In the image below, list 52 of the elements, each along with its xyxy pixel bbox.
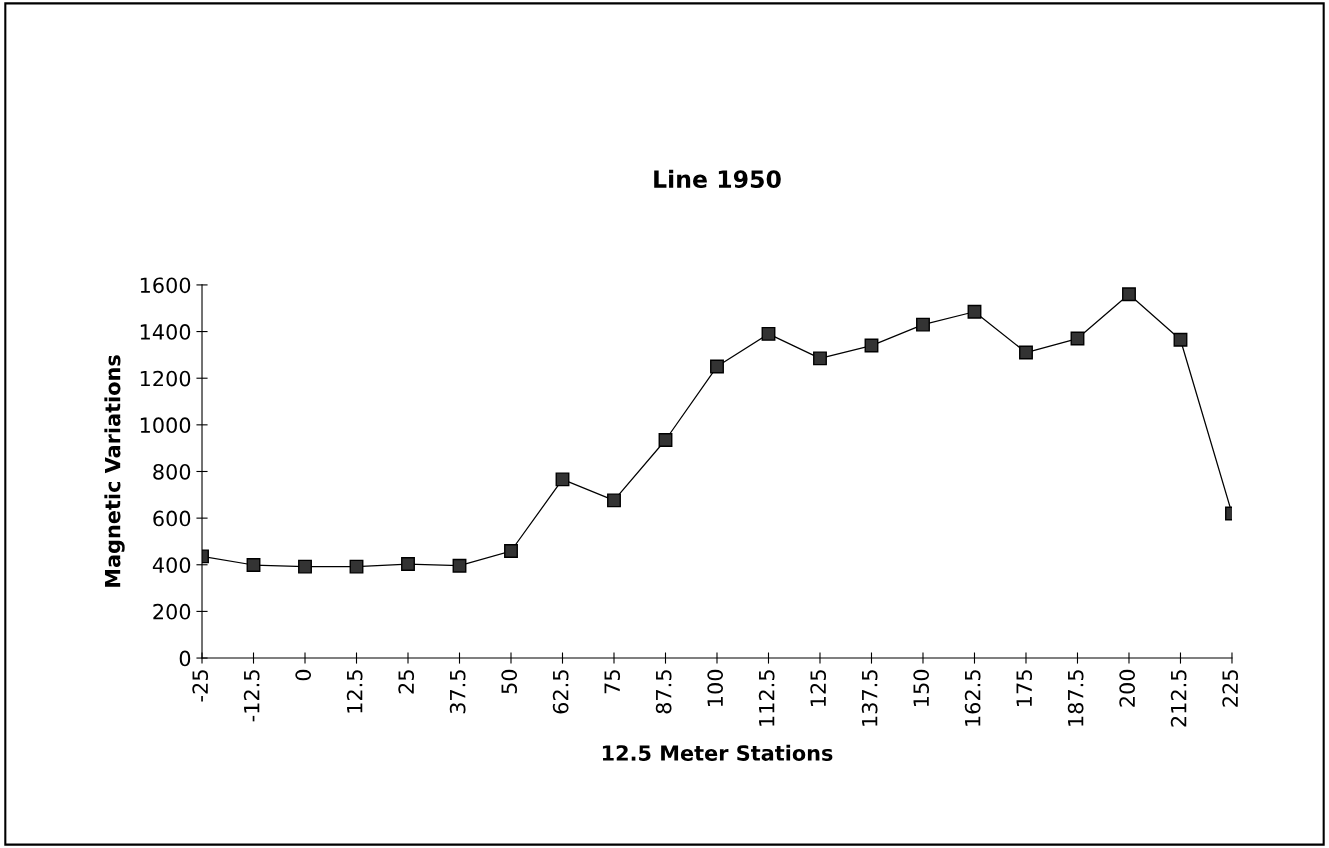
y-tick-label: 800 xyxy=(153,463,191,480)
point xyxy=(658,433,673,447)
y-tick-label: 1400 xyxy=(140,324,191,340)
x-tick-label: 225 xyxy=(1222,670,1239,707)
x-tick-label: 37.5 xyxy=(449,670,466,714)
point xyxy=(916,317,930,332)
y-tick-label: 0 xyxy=(179,650,191,667)
y-tick-label: 600 xyxy=(153,510,191,527)
point xyxy=(1019,345,1033,360)
y-tick-label: 1200 xyxy=(140,370,191,387)
x-tick-label: 200 xyxy=(1119,669,1136,707)
chart-title: Line 1950 xyxy=(654,169,781,189)
point xyxy=(1122,287,1136,302)
x-tick-label: -12.5 xyxy=(243,670,260,722)
x-tick-label: 50 xyxy=(501,669,518,694)
point xyxy=(246,558,261,572)
x-tick-label: 87.5 xyxy=(655,670,672,714)
point xyxy=(452,558,467,573)
point xyxy=(813,351,827,366)
point xyxy=(298,559,312,574)
y-tick-label: 400 xyxy=(152,557,191,573)
x-tick-label: 162.5 xyxy=(964,670,981,726)
y-tick-label: 1600 xyxy=(140,277,191,294)
x-tick-label: 12.5 xyxy=(346,670,363,713)
x-tick-label: 137.5 xyxy=(861,670,878,726)
x-tick-label: 0 xyxy=(295,669,312,681)
point xyxy=(864,338,879,353)
y-tick-label: 1000 xyxy=(140,417,191,434)
x-tick-label: 150 xyxy=(913,669,930,706)
x-tick-label: 175 xyxy=(1016,670,1033,706)
point xyxy=(401,557,415,572)
x-tick-label: 187.5 xyxy=(1067,670,1084,726)
point xyxy=(710,359,724,374)
point xyxy=(349,559,364,574)
point xyxy=(761,326,776,341)
point xyxy=(555,472,570,487)
x-axis-title: 12.5 Meter Stations xyxy=(602,744,833,761)
point xyxy=(1070,331,1085,346)
x-tick-label: 125 xyxy=(810,670,827,706)
x-tick-label: -25 xyxy=(192,670,209,702)
x-tick-label: 100 xyxy=(707,669,724,706)
x-tick-label: 112.5 xyxy=(758,670,775,726)
x-tick-label: 75 xyxy=(604,670,621,694)
x-tick-label: 25 xyxy=(398,670,415,694)
y-tick-label: 200 xyxy=(153,603,191,620)
x-tick-label: 212.5 xyxy=(1170,670,1187,727)
y-axis-title: Magnetic Variations xyxy=(104,355,125,587)
point xyxy=(504,544,518,558)
point xyxy=(607,493,621,508)
point xyxy=(1173,332,1188,347)
point xyxy=(967,304,982,319)
x-tick-label: 62.5 xyxy=(552,670,569,714)
